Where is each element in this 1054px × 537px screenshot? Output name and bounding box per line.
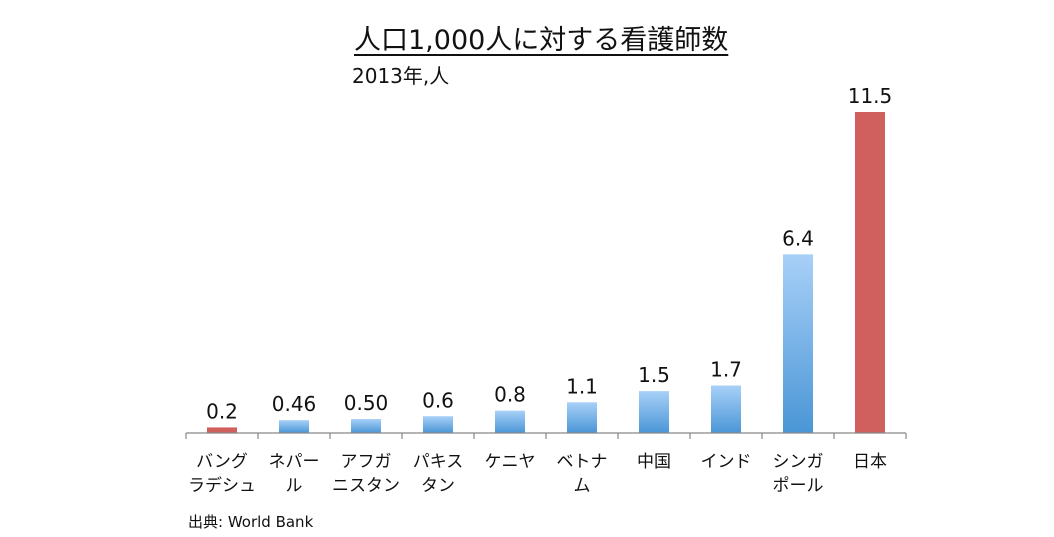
data-label: 0.8 — [494, 383, 526, 407]
chart-title: 人口1,000人に対する看護師数 — [354, 25, 729, 56]
category-label: シンガ — [773, 452, 824, 472]
category-label: インド — [701, 452, 752, 472]
bar — [711, 385, 741, 433]
data-label: 1.1 — [566, 374, 598, 398]
category-label: 日本 — [853, 452, 887, 472]
data-label: 0.50 — [344, 391, 389, 415]
category-label: アフガ — [341, 452, 392, 472]
category-label: バング — [196, 452, 248, 472]
category-label: パキス — [413, 452, 464, 472]
data-label: 0.2 — [206, 399, 238, 423]
bar — [855, 112, 885, 433]
category-label: 中国 — [637, 452, 671, 472]
bar — [423, 416, 453, 433]
category-label: ポール — [773, 476, 824, 496]
data-label: 1.5 — [638, 363, 670, 387]
bar — [567, 402, 597, 433]
bar — [639, 391, 669, 433]
data-label: 11.5 — [848, 84, 893, 108]
data-label: 1.7 — [710, 358, 742, 382]
category-label: ル — [286, 476, 303, 496]
category-label: ラデシュ — [188, 475, 256, 496]
chart-subtitle: 2013年,人 — [352, 64, 450, 88]
data-label: 0.6 — [422, 388, 454, 412]
data-label: 0.46 — [272, 392, 317, 416]
bar — [495, 410, 525, 433]
category-label: ニスタン — [332, 476, 400, 496]
source-note: 出典: World Bank — [188, 513, 314, 531]
bar — [207, 427, 237, 433]
category-label: ケニヤ — [485, 452, 536, 472]
data-label: 6.4 — [782, 226, 814, 250]
bar — [279, 420, 309, 433]
category-label: ネパー — [269, 452, 320, 472]
bar — [783, 254, 813, 433]
category-label: ベトナ — [557, 452, 608, 472]
category-label: ム — [574, 476, 591, 496]
category-label: タン — [421, 476, 455, 496]
bar — [351, 419, 381, 433]
